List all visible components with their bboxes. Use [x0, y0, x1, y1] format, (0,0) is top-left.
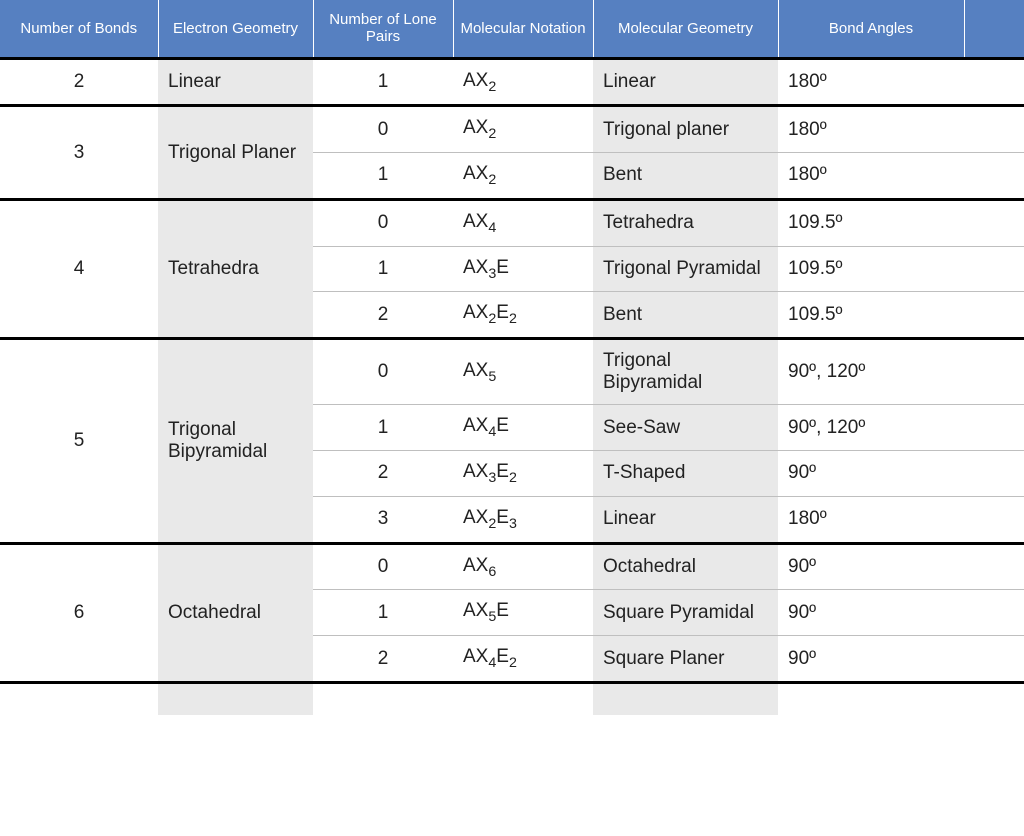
molecular-geometry-cell: Linear	[593, 58, 778, 106]
bonds-cell: 6	[0, 543, 158, 682]
egeom-cell: Trigonal Planer	[158, 106, 313, 200]
lone-pairs-cell: 3	[313, 496, 453, 543]
col-header-2: Number of Lone Pairs	[313, 0, 453, 58]
notation-cell: AX2E3	[453, 496, 593, 543]
spacer-cell	[964, 106, 1024, 153]
bond-angle-cell: 90º	[778, 543, 964, 590]
lone-pairs-cell: 1	[313, 153, 453, 200]
bond-angle-cell: 180º	[778, 58, 964, 106]
bond-angle-cell: 180º	[778, 106, 964, 153]
spacer-cell	[964, 153, 1024, 200]
bond-angle-cell: 90º	[778, 590, 964, 636]
molecular-geometry-cell: T-Shaped	[593, 451, 778, 497]
lone-pairs-cell: 1	[313, 58, 453, 106]
lone-pairs-cell: 1	[313, 405, 453, 451]
spacer-cell	[964, 292, 1024, 339]
egeom-cell: Trigonal Bipyramidal	[158, 339, 313, 543]
col-header-6	[964, 0, 1024, 58]
molecular-geometry-cell: See-Saw	[593, 405, 778, 451]
col-header-5: Bond Angles	[778, 0, 964, 58]
molecular-geometry-cell: Bent	[593, 292, 778, 339]
notation-cell: AX2	[453, 106, 593, 153]
molecular-geometry-cell: Bent	[593, 153, 778, 200]
egeom-cell: Tetrahedra	[158, 199, 313, 338]
lone-pairs-cell: 2	[313, 292, 453, 339]
col-header-1: Electron Geometry	[158, 0, 313, 58]
spacer-cell	[964, 339, 1024, 405]
spacer-cell	[964, 496, 1024, 543]
bond-angle-cell: 109.5º	[778, 199, 964, 246]
col-header-0: Number of Bonds	[0, 0, 158, 58]
bonds-cell: 3	[0, 106, 158, 200]
bond-angle-cell: 90º	[778, 636, 964, 683]
notation-cell: AX4	[453, 199, 593, 246]
notation-cell: AX4E	[453, 405, 593, 451]
lone-pairs-cell: 0	[313, 543, 453, 590]
notation-cell: AX3E	[453, 246, 593, 292]
table-row: 3Trigonal Planer0AX2Trigonal planer180º	[0, 106, 1024, 153]
egeom-cell: Linear	[158, 58, 313, 106]
table-row: 4Tetrahedra0AX4Tetrahedra109.5º	[0, 199, 1024, 246]
bonds-cell: 4	[0, 199, 158, 338]
spacer-cell	[964, 199, 1024, 246]
notation-cell: AX5	[453, 339, 593, 405]
table-body: 2Linear1AX2Linear180º3Trigonal Planer0AX…	[0, 58, 1024, 715]
notation-cell: AX6	[453, 543, 593, 590]
table-row: 2Linear1AX2Linear180º	[0, 58, 1024, 106]
spacer-cell	[964, 451, 1024, 497]
bonds-cell: 2	[0, 58, 158, 106]
spacer-cell	[964, 58, 1024, 106]
bond-angle-cell: 180º	[778, 496, 964, 543]
egeom-cell: Octahedral	[158, 543, 313, 682]
lone-pairs-cell: 0	[313, 106, 453, 153]
notation-cell: AX2	[453, 153, 593, 200]
bonds-cell: 5	[0, 339, 158, 543]
lone-pairs-cell: 2	[313, 451, 453, 497]
vsepr-table: Number of BondsElectron GeometryNumber o…	[0, 0, 1024, 715]
notation-cell: AX5E	[453, 590, 593, 636]
spacer-cell	[964, 246, 1024, 292]
lone-pairs-cell: 2	[313, 636, 453, 683]
notation-cell: AX2E2	[453, 292, 593, 339]
lone-pairs-cell: 1	[313, 590, 453, 636]
molecular-geometry-cell: Trigonal planer	[593, 106, 778, 153]
molecular-geometry-cell: Tetrahedra	[593, 199, 778, 246]
bond-angle-cell: 90º, 120º	[778, 405, 964, 451]
molecular-geometry-cell: Linear	[593, 496, 778, 543]
molecular-geometry-cell: Trigonal Pyramidal	[593, 246, 778, 292]
lone-pairs-cell: 0	[313, 199, 453, 246]
col-header-3: Molecular Notation	[453, 0, 593, 58]
blank-row	[0, 683, 1024, 715]
spacer-cell	[964, 405, 1024, 451]
table-row: 6Octahedral0AX6Octahedral90º	[0, 543, 1024, 590]
spacer-cell	[964, 636, 1024, 683]
notation-cell: AX2	[453, 58, 593, 106]
molecular-geometry-cell: Square Pyramidal	[593, 590, 778, 636]
header-row: Number of BondsElectron GeometryNumber o…	[0, 0, 1024, 58]
bond-angle-cell: 180º	[778, 153, 964, 200]
lone-pairs-cell: 1	[313, 246, 453, 292]
bond-angle-cell: 109.5º	[778, 246, 964, 292]
col-header-4: Molecular Geometry	[593, 0, 778, 58]
table-row: 5Trigonal Bipyramidal0AX5Trigonal Bipyra…	[0, 339, 1024, 405]
notation-cell: AX4E2	[453, 636, 593, 683]
molecular-geometry-cell: Square Planer	[593, 636, 778, 683]
notation-cell: AX3E2	[453, 451, 593, 497]
lone-pairs-cell: 0	[313, 339, 453, 405]
bond-angle-cell: 90º	[778, 451, 964, 497]
spacer-cell	[964, 543, 1024, 590]
bond-angle-cell: 109.5º	[778, 292, 964, 339]
molecular-geometry-cell: Trigonal Bipyramidal	[593, 339, 778, 405]
spacer-cell	[964, 590, 1024, 636]
molecular-geometry-cell: Octahedral	[593, 543, 778, 590]
bond-angle-cell: 90º, 120º	[778, 339, 964, 405]
